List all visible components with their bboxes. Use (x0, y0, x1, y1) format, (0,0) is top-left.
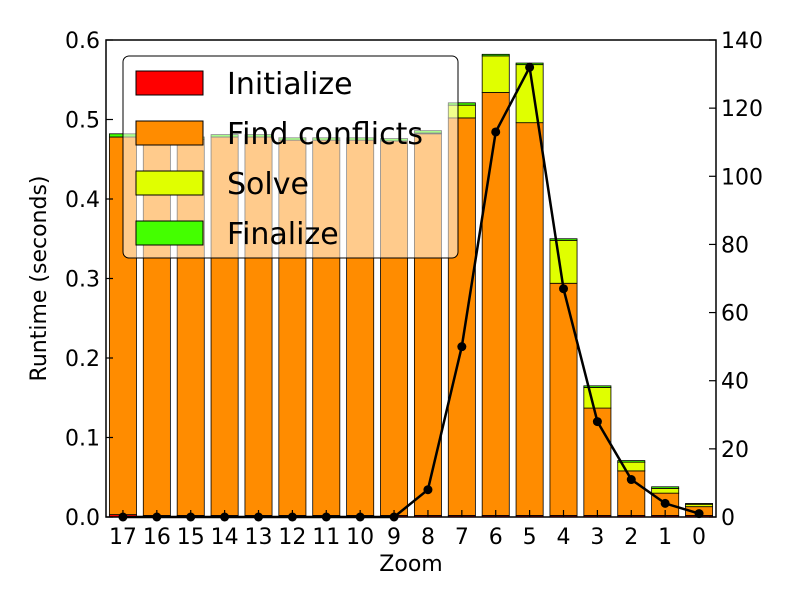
x-tick-label: 3 (590, 525, 604, 550)
bar-segment-finalize-3 (583, 385, 612, 388)
y2-tick-label: 20 (721, 438, 749, 463)
y-axis-title: Runtime (seconds) (27, 176, 52, 382)
legend: Initialize Find conflicts Solve Finalize (122, 55, 459, 259)
line-point-5 (525, 62, 535, 72)
y-tick-label: 0.5 (65, 109, 100, 134)
x-tick-label: 10 (346, 525, 374, 550)
x-tick-label: 7 (455, 525, 469, 550)
x-tick-label: 5 (523, 525, 537, 550)
bar-segment-solve-6 (481, 55, 510, 93)
x-axis-title: Zoom (379, 552, 442, 577)
left-axis-ticks: 0.0 0.1 0.2 0.3 0.4 0.5 0.6 (65, 29, 113, 531)
x-tick-label: 6 (489, 525, 503, 550)
bar-segment-solve-4 (549, 239, 578, 284)
bar-segment-finalize-0 (685, 503, 714, 505)
line-point-1 (660, 498, 670, 508)
y2-tick-label: 140 (721, 29, 763, 54)
y-tick-label: 0.1 (65, 427, 100, 452)
bar-segment-finalize-2 (617, 460, 646, 463)
bar-segment-find-conflicts-5 (515, 122, 544, 516)
bar-segment-finalize-1 (651, 486, 680, 489)
legend-label-solve: Solve (227, 167, 309, 202)
y-tick-label: 0.3 (65, 268, 100, 293)
x-axis-ticks: 17 16 15 14 13 12 11 10 9 8 7 6 5 4 3 2 1 0 (109, 510, 706, 550)
legend-swatch-solve (135, 170, 204, 196)
x-tick-label: 1 (658, 525, 672, 550)
legend-label-finalize: Finalize (227, 217, 339, 252)
bar-segment-solve-1 (651, 487, 680, 494)
x-tick-label: 0 (692, 525, 706, 550)
bar-segment-find-conflicts-4 (549, 282, 578, 516)
x-tick-label: 13 (245, 525, 273, 550)
x-tick-label: 9 (387, 525, 401, 550)
x-tick-label: 8 (421, 525, 435, 550)
legend-box (122, 55, 459, 259)
line-point-7 (457, 342, 467, 352)
y2-tick-label: 100 (721, 165, 763, 190)
line-point-8 (423, 485, 433, 495)
line-point-3 (592, 417, 602, 427)
y-tick-label: 0.4 (65, 188, 100, 213)
x-tick-label: 15 (177, 525, 205, 550)
legend-swatch-finalize (135, 220, 204, 246)
legend-label-find-conflicts: Find conflicts (227, 117, 423, 152)
x-tick-label: 4 (557, 525, 571, 550)
bar-segment-finalize-6 (481, 53, 510, 57)
legend-swatch-initialize (135, 70, 204, 96)
y-tick-label: 0.2 (65, 347, 100, 372)
legend-swatch-find-conflicts (135, 120, 204, 146)
right-axis-ticks: 0 20 40 60 80 100 120 140 (709, 29, 763, 531)
y2-tick-label: 60 (721, 302, 749, 327)
x-tick-label: 17 (109, 525, 137, 550)
bar-segment-finalize-4 (549, 238, 578, 241)
bar-layer (108, 53, 714, 518)
x-tick-label: 16 (143, 525, 171, 550)
line-point-2 (626, 475, 636, 485)
y2-tick-label: 80 (721, 233, 749, 258)
y2-tick-label: 40 (721, 370, 749, 395)
y-tick-label: 0.6 (65, 29, 100, 54)
x-tick-label: 14 (211, 525, 239, 550)
y2-tick-label: 0 (721, 506, 735, 531)
legend-label-initialize: Initialize (227, 67, 353, 102)
bar-segment-solve-3 (583, 387, 612, 409)
bar-segment-find-conflicts-6 (481, 92, 510, 516)
x-tick-label: 12 (278, 525, 306, 550)
y-tick-label: 0.0 (65, 506, 100, 531)
y2-tick-label: 120 (721, 97, 763, 122)
line-point-4 (559, 284, 568, 294)
x-tick-label: 2 (624, 525, 638, 550)
x-tick-label: 11 (312, 525, 340, 550)
line-point-6 (491, 127, 501, 137)
